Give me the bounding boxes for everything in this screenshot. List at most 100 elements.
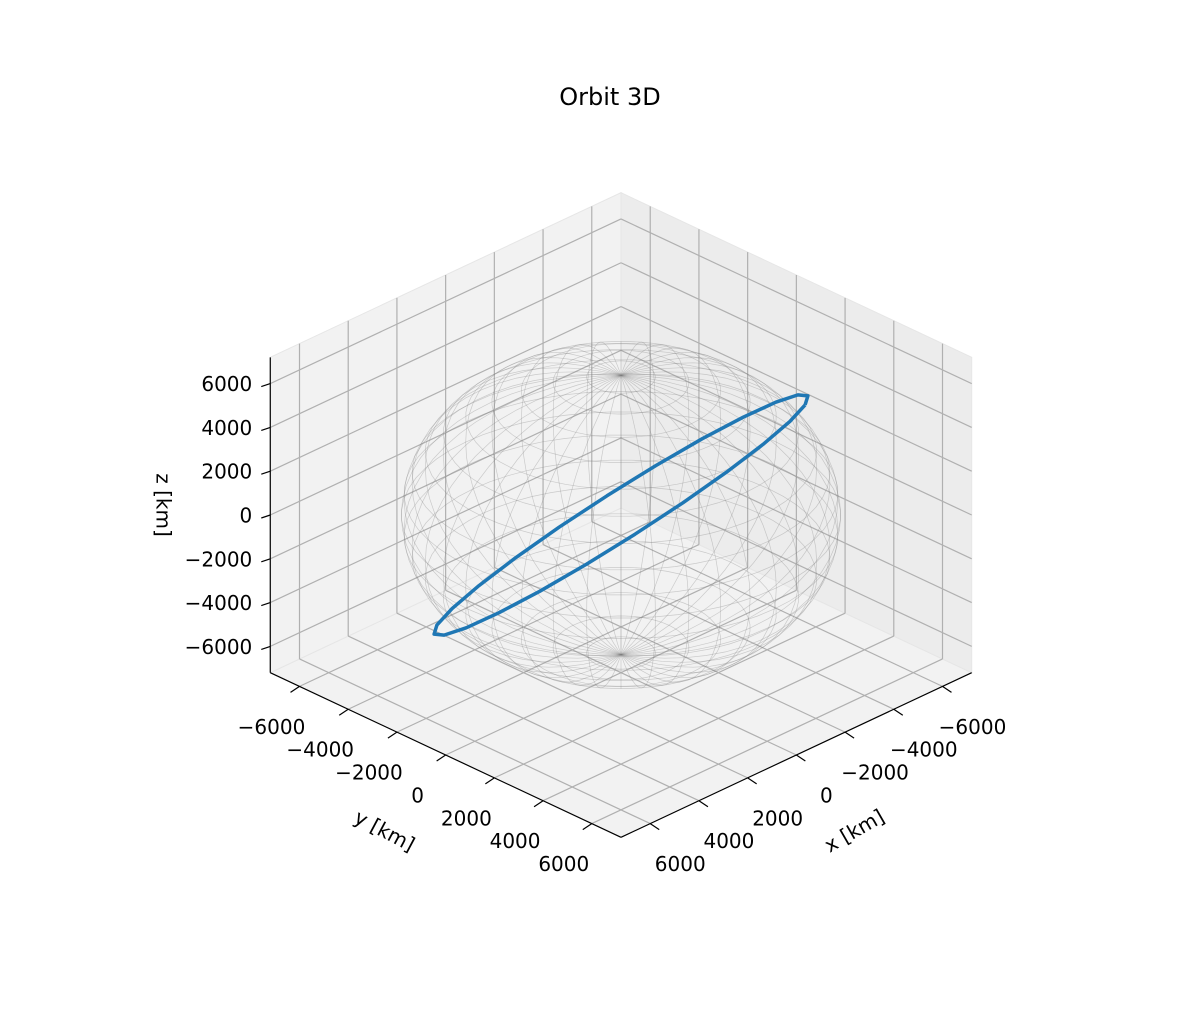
z-tick-label: 0 (240, 504, 253, 528)
sphere (400, 341, 842, 689)
grid-line (620, 349, 972, 516)
sphere-wire (491, 375, 622, 679)
sphere-wire (403, 374, 622, 656)
sphere-wire (425, 359, 817, 544)
grid-line (270, 349, 622, 516)
sphere-wire (620, 347, 722, 655)
tick-mark (698, 800, 709, 808)
sphere-wire (412, 459, 830, 657)
sphere-wire (424, 367, 622, 656)
grid-line (299, 521, 651, 687)
sphere-wire (401, 411, 841, 619)
z-tick-label: −2000 (185, 547, 253, 571)
sphere-wire (411, 371, 622, 656)
sphere-wire (620, 375, 656, 689)
sphere-wire (552, 349, 690, 415)
grid-line (396, 566, 748, 733)
sphere-wire (552, 615, 690, 681)
sphere-wire (620, 375, 690, 686)
sphere-wire (465, 343, 777, 490)
sphere-wire (465, 374, 622, 673)
sphere-wire (403, 434, 839, 639)
sphere-wire (425, 486, 817, 671)
tick-mark (261, 426, 271, 431)
grid-line (270, 218, 622, 385)
sphere-wire (411, 374, 622, 659)
sphere-wire (442, 374, 622, 668)
sphere-wire (552, 375, 622, 686)
tick-mark (261, 558, 271, 563)
grid-line (620, 218, 972, 385)
tick-mark (942, 685, 952, 693)
grid-line (270, 393, 622, 560)
tick-mark (261, 470, 271, 475)
sphere-wire (586, 360, 656, 394)
sphere-wire (521, 592, 721, 687)
sphere-wire (620, 341, 656, 655)
x-tick-label: 0 (820, 783, 833, 807)
sphere-wire (620, 374, 818, 663)
y-axis-line (270, 672, 622, 838)
sphere-wire (620, 374, 831, 659)
sphere-wire (521, 343, 721, 438)
x-axis-line (620, 672, 972, 838)
sphere-wire (491, 341, 751, 463)
z-tick-label: −6000 (185, 635, 253, 659)
sphere-wire (586, 341, 622, 655)
z-tick-label: −4000 (185, 591, 253, 615)
tick-mark (796, 754, 806, 762)
y-tick-label: −4000 (286, 738, 354, 762)
tick-mark (649, 823, 660, 831)
grid-line (494, 612, 846, 779)
grid-line (542, 635, 895, 802)
grid-line (270, 306, 622, 472)
grid-line (620, 393, 972, 560)
y-tick-label: 6000 (538, 852, 589, 876)
tick-mark (261, 602, 271, 607)
grid-line (270, 481, 622, 647)
chart-title: Orbit 3D (559, 83, 660, 111)
tick-mark (844, 731, 855, 739)
grid-line (620, 437, 972, 604)
sphere-wire (620, 374, 777, 673)
sphere-wire (520, 375, 622, 683)
sphere-wire (520, 347, 622, 655)
sphere-wire (403, 374, 622, 656)
grid (270, 206, 972, 825)
y-tick-label: 4000 (490, 829, 541, 853)
sphere-wire (400, 374, 622, 656)
y-tick-label: −2000 (335, 761, 403, 785)
sphere-wire (620, 374, 839, 656)
sphere-wire (620, 344, 690, 655)
z-tick-label: 4000 (201, 416, 252, 440)
sphere-wire (552, 344, 622, 655)
axes: −6000−4000−20000200040006000−6000−4000−2… (185, 357, 1007, 876)
sphere-wire (620, 374, 842, 656)
grid-line (445, 589, 797, 756)
y-tick-label: −6000 (238, 715, 306, 739)
sphere-wire (443, 513, 799, 681)
grid-line (347, 544, 700, 710)
grid-line (620, 262, 972, 428)
tick-mark (485, 777, 495, 785)
x-tick-label: −6000 (939, 715, 1007, 739)
tick-mark (338, 708, 349, 716)
tick-mark (436, 754, 446, 762)
sphere-wire (424, 374, 622, 663)
tick-mark (261, 383, 271, 388)
y-tick-label: 2000 (441, 806, 492, 830)
sphere-wire (620, 367, 818, 656)
x-tick-label: 4000 (703, 829, 754, 853)
y-tick-label: 0 (411, 783, 424, 807)
z-tick-label: 2000 (201, 460, 252, 484)
x-tick-label: 2000 (752, 806, 803, 830)
sphere-wire (620, 357, 777, 656)
grid-line (620, 481, 972, 647)
orbit-line (432, 393, 810, 637)
x-tick-label: −4000 (890, 738, 958, 762)
sphere-wire (620, 374, 800, 668)
sphere-wire (465, 357, 622, 656)
grid-line (620, 306, 972, 472)
grid-line (270, 262, 622, 428)
